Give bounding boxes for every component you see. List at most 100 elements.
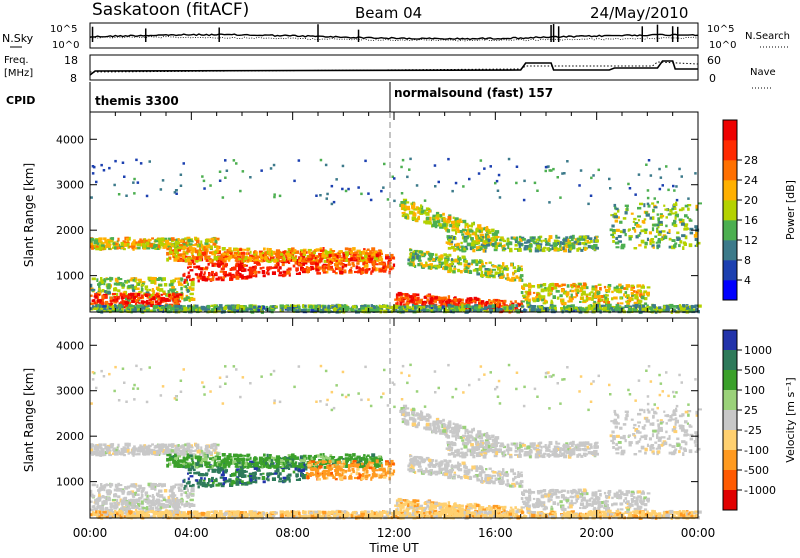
power-cell xyxy=(111,237,114,240)
power-cell xyxy=(571,290,575,293)
power-cell xyxy=(94,295,97,299)
power-cell xyxy=(191,298,196,301)
power-cell xyxy=(316,255,319,258)
power-cell xyxy=(612,229,616,232)
nsky-trace xyxy=(90,34,698,39)
power-cell xyxy=(516,275,519,279)
power-cell xyxy=(520,276,522,279)
power-cell xyxy=(436,309,438,312)
power-cell xyxy=(164,283,167,287)
power-cell xyxy=(418,207,421,210)
power-cell xyxy=(556,290,560,293)
power-cell xyxy=(620,302,624,304)
power-cell xyxy=(178,300,182,302)
power-cell xyxy=(492,233,495,236)
power-cell xyxy=(657,213,659,215)
power-cell xyxy=(292,253,294,255)
power-cell xyxy=(175,243,177,247)
power-cell xyxy=(361,307,365,310)
power-cell xyxy=(146,195,149,198)
power-cell xyxy=(383,305,387,309)
power-cell xyxy=(527,284,529,287)
power-cell xyxy=(272,271,276,275)
power-cell xyxy=(374,306,376,309)
power-cell xyxy=(183,298,185,302)
power-cell xyxy=(652,209,654,212)
power-cell xyxy=(536,190,539,193)
power-cell xyxy=(562,300,565,303)
power-cell xyxy=(485,262,487,264)
velocity-cell xyxy=(161,444,165,447)
power-cell xyxy=(406,208,410,210)
power-cell xyxy=(594,292,596,295)
power-cell xyxy=(653,305,656,308)
power-cell xyxy=(353,254,357,257)
velocity-cell xyxy=(138,485,142,488)
power-cell xyxy=(455,182,458,185)
power-cell xyxy=(181,296,184,300)
power-cell xyxy=(121,284,125,287)
power-cell xyxy=(222,247,226,251)
power-cell xyxy=(496,266,498,268)
power-cell xyxy=(247,276,250,278)
power-cell xyxy=(669,304,673,308)
power-cell xyxy=(265,256,267,259)
power-cell xyxy=(626,284,630,288)
power-cell xyxy=(118,193,121,196)
power-cell xyxy=(427,221,431,224)
power-cell xyxy=(401,192,404,195)
power-cell xyxy=(409,211,413,215)
power-cell xyxy=(364,160,367,163)
power-cell xyxy=(510,301,513,303)
power-cell xyxy=(248,305,252,309)
power-cell xyxy=(428,258,432,261)
power-cell xyxy=(514,270,516,273)
power-cell xyxy=(249,259,252,262)
power-cell xyxy=(448,247,451,250)
power-cell xyxy=(193,266,197,269)
power-cell xyxy=(239,190,242,193)
power-cell xyxy=(428,253,431,256)
power-cell xyxy=(651,238,655,240)
power-cell xyxy=(588,308,591,310)
power-cell xyxy=(580,289,582,292)
power-cell xyxy=(544,300,547,303)
power-cell xyxy=(160,188,163,191)
freq-panel-frame xyxy=(90,55,698,80)
power-cell xyxy=(507,278,509,281)
power-cell xyxy=(652,216,654,220)
power-cell xyxy=(438,265,441,268)
power-cell xyxy=(91,295,93,297)
power-cell xyxy=(495,245,498,249)
power-cell xyxy=(273,259,277,262)
velocity-cell xyxy=(161,448,163,452)
power-cell xyxy=(428,266,431,270)
power-cell xyxy=(569,299,573,303)
power-cell xyxy=(196,256,199,260)
power-cell xyxy=(548,201,551,204)
power-cell xyxy=(536,239,539,241)
power-cell xyxy=(258,306,261,308)
power-cell xyxy=(627,183,630,186)
power-cell xyxy=(348,248,351,252)
power-cell xyxy=(522,238,526,241)
power-cell xyxy=(174,255,177,258)
velocity-cell xyxy=(158,490,162,492)
power-cell xyxy=(368,258,370,261)
power-cell xyxy=(593,301,596,303)
power-cell xyxy=(638,300,642,303)
power-cell xyxy=(222,253,226,256)
power-cell xyxy=(426,295,430,298)
power-cell xyxy=(228,306,232,309)
power-cell xyxy=(263,248,266,251)
power-cell xyxy=(302,271,306,273)
power-cell xyxy=(266,260,269,263)
power-cell xyxy=(203,180,206,183)
power-cell xyxy=(202,276,206,280)
velocity-cell xyxy=(92,484,96,487)
power-cell xyxy=(416,294,420,297)
power-cell xyxy=(198,279,200,282)
power-cell xyxy=(698,202,702,204)
power-cell xyxy=(647,203,650,206)
power-cell xyxy=(269,248,272,250)
